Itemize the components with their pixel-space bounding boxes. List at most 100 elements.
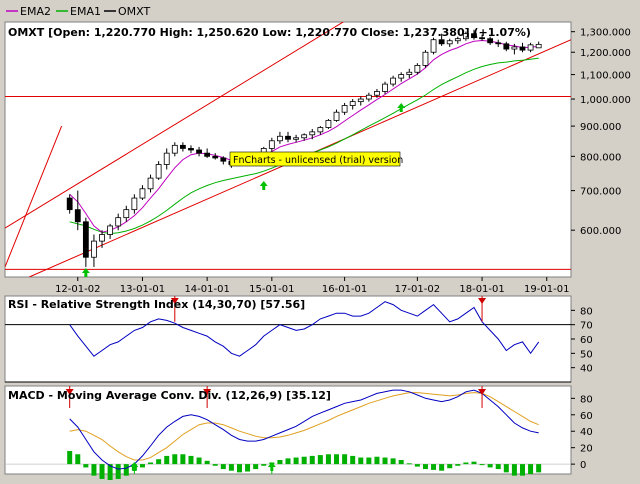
price-y-tick-label: 900.000 [580, 122, 621, 133]
histogram-bar [285, 458, 291, 465]
histogram-bar [107, 464, 113, 481]
histogram-bar [67, 450, 73, 465]
candle [91, 240, 97, 258]
histogram-bar [261, 464, 267, 466]
histogram-bar [123, 464, 129, 476]
histogram-bar [398, 460, 404, 465]
histogram-bar [422, 464, 428, 470]
histogram-bar [455, 464, 461, 466]
histogram-bar [91, 464, 97, 476]
histogram-bar [309, 455, 315, 465]
candle [196, 149, 202, 154]
candle [471, 33, 477, 39]
candle [163, 152, 170, 165]
histogram-bar [164, 455, 170, 465]
histogram-bar [188, 455, 194, 465]
candle [503, 43, 510, 50]
buy-arrow [130, 462, 139, 467]
price-y-tick-label: 800.000 [580, 152, 621, 163]
histogram-bar [228, 464, 234, 471]
histogram-bar [406, 463, 412, 465]
candle [155, 164, 162, 179]
price-x-tick-label: 15-01-01 [249, 284, 294, 295]
rsi-y-tick-label: 50 [580, 349, 593, 360]
histogram-bar [463, 462, 469, 465]
histogram-bar [390, 458, 396, 465]
signal-line [69, 392, 539, 461]
candle [519, 46, 526, 51]
rsi-signal-arrows [170, 296, 487, 322]
histogram-bar [487, 464, 493, 468]
legend-label-ema2: EMA2 [20, 5, 51, 18]
price-panel-title: OMXT [Open: 1,220.770 High: 1,250.620 Lo… [8, 26, 531, 39]
candle [406, 71, 413, 75]
histogram-bar [253, 464, 259, 470]
histogram-bar [212, 464, 218, 466]
rsi-panel [4, 295, 572, 383]
histogram-bar [519, 464, 525, 476]
candle [317, 127, 324, 133]
candle [325, 120, 332, 128]
candle [438, 39, 445, 45]
candle [527, 44, 534, 51]
candle [66, 197, 73, 211]
price-x-tick-label: 13-01-01 [120, 284, 165, 295]
candle [357, 98, 364, 103]
legend-label-omxt: OMXT [118, 5, 150, 18]
buy-arrow-stem [132, 467, 136, 471]
price-x-tick-label: 18-01-01 [459, 284, 504, 295]
candle [349, 101, 356, 106]
buy-arrow [259, 181, 268, 186]
histogram-bar [83, 464, 89, 468]
candle [462, 33, 469, 40]
histogram-bar [317, 455, 323, 465]
candle [454, 38, 461, 42]
histogram-bar [156, 459, 162, 465]
histogram-bar [374, 456, 380, 465]
candle [511, 46, 518, 50]
rsi-y-tick-label: 60 [580, 335, 593, 346]
candle [341, 105, 348, 113]
watermark-box [229, 151, 401, 167]
candle [131, 197, 138, 211]
candle [268, 140, 275, 149]
histogram-bar [196, 457, 202, 465]
rsi-y-tick-label: 70 [580, 321, 593, 332]
candle [115, 217, 122, 227]
histogram-bar [204, 460, 210, 465]
candle [414, 65, 421, 73]
price-y-tick-label: 1,200.000 [580, 48, 631, 59]
candle [390, 77, 397, 85]
price-x-tick-label: 19-01-01 [524, 284, 569, 295]
buy-arrow-stem [84, 273, 88, 277]
macd-y-tick-label: 0 [580, 460, 586, 471]
rsi-y-tick-label: 80 [580, 306, 593, 317]
histogram-bar [431, 464, 437, 470]
macd-line [69, 389, 539, 470]
histogram-bar [536, 464, 542, 473]
channel-line [5, 125, 63, 268]
histogram-bar [358, 457, 364, 465]
candle [422, 51, 429, 66]
histogram-bar [479, 464, 485, 466]
channel-line [5, 22, 345, 229]
macd-y-axis: 0 20 40 60 80 [571, 394, 593, 471]
candle [446, 40, 453, 45]
price-panel [4, 21, 572, 278]
price-y-tick-label: 700.000 [580, 187, 621, 198]
histogram-bar [334, 454, 340, 465]
sell-arrow [170, 298, 179, 304]
price-x-axis: 12-01-02 13-01-01 14-01-01 15-01-01 16-01-01… [55, 277, 569, 295]
candle [487, 38, 494, 44]
sell-arrow [203, 389, 212, 395]
price-x-tick-label: 16-01-01 [322, 284, 367, 295]
histogram-bar [293, 457, 299, 465]
histogram-bar [301, 456, 307, 465]
buy-arrow-stem [262, 186, 266, 190]
histogram-bar [75, 454, 81, 465]
histogram-bar [148, 462, 154, 465]
histogram-bar [366, 457, 372, 465]
price-signal-arrows [81, 103, 406, 277]
